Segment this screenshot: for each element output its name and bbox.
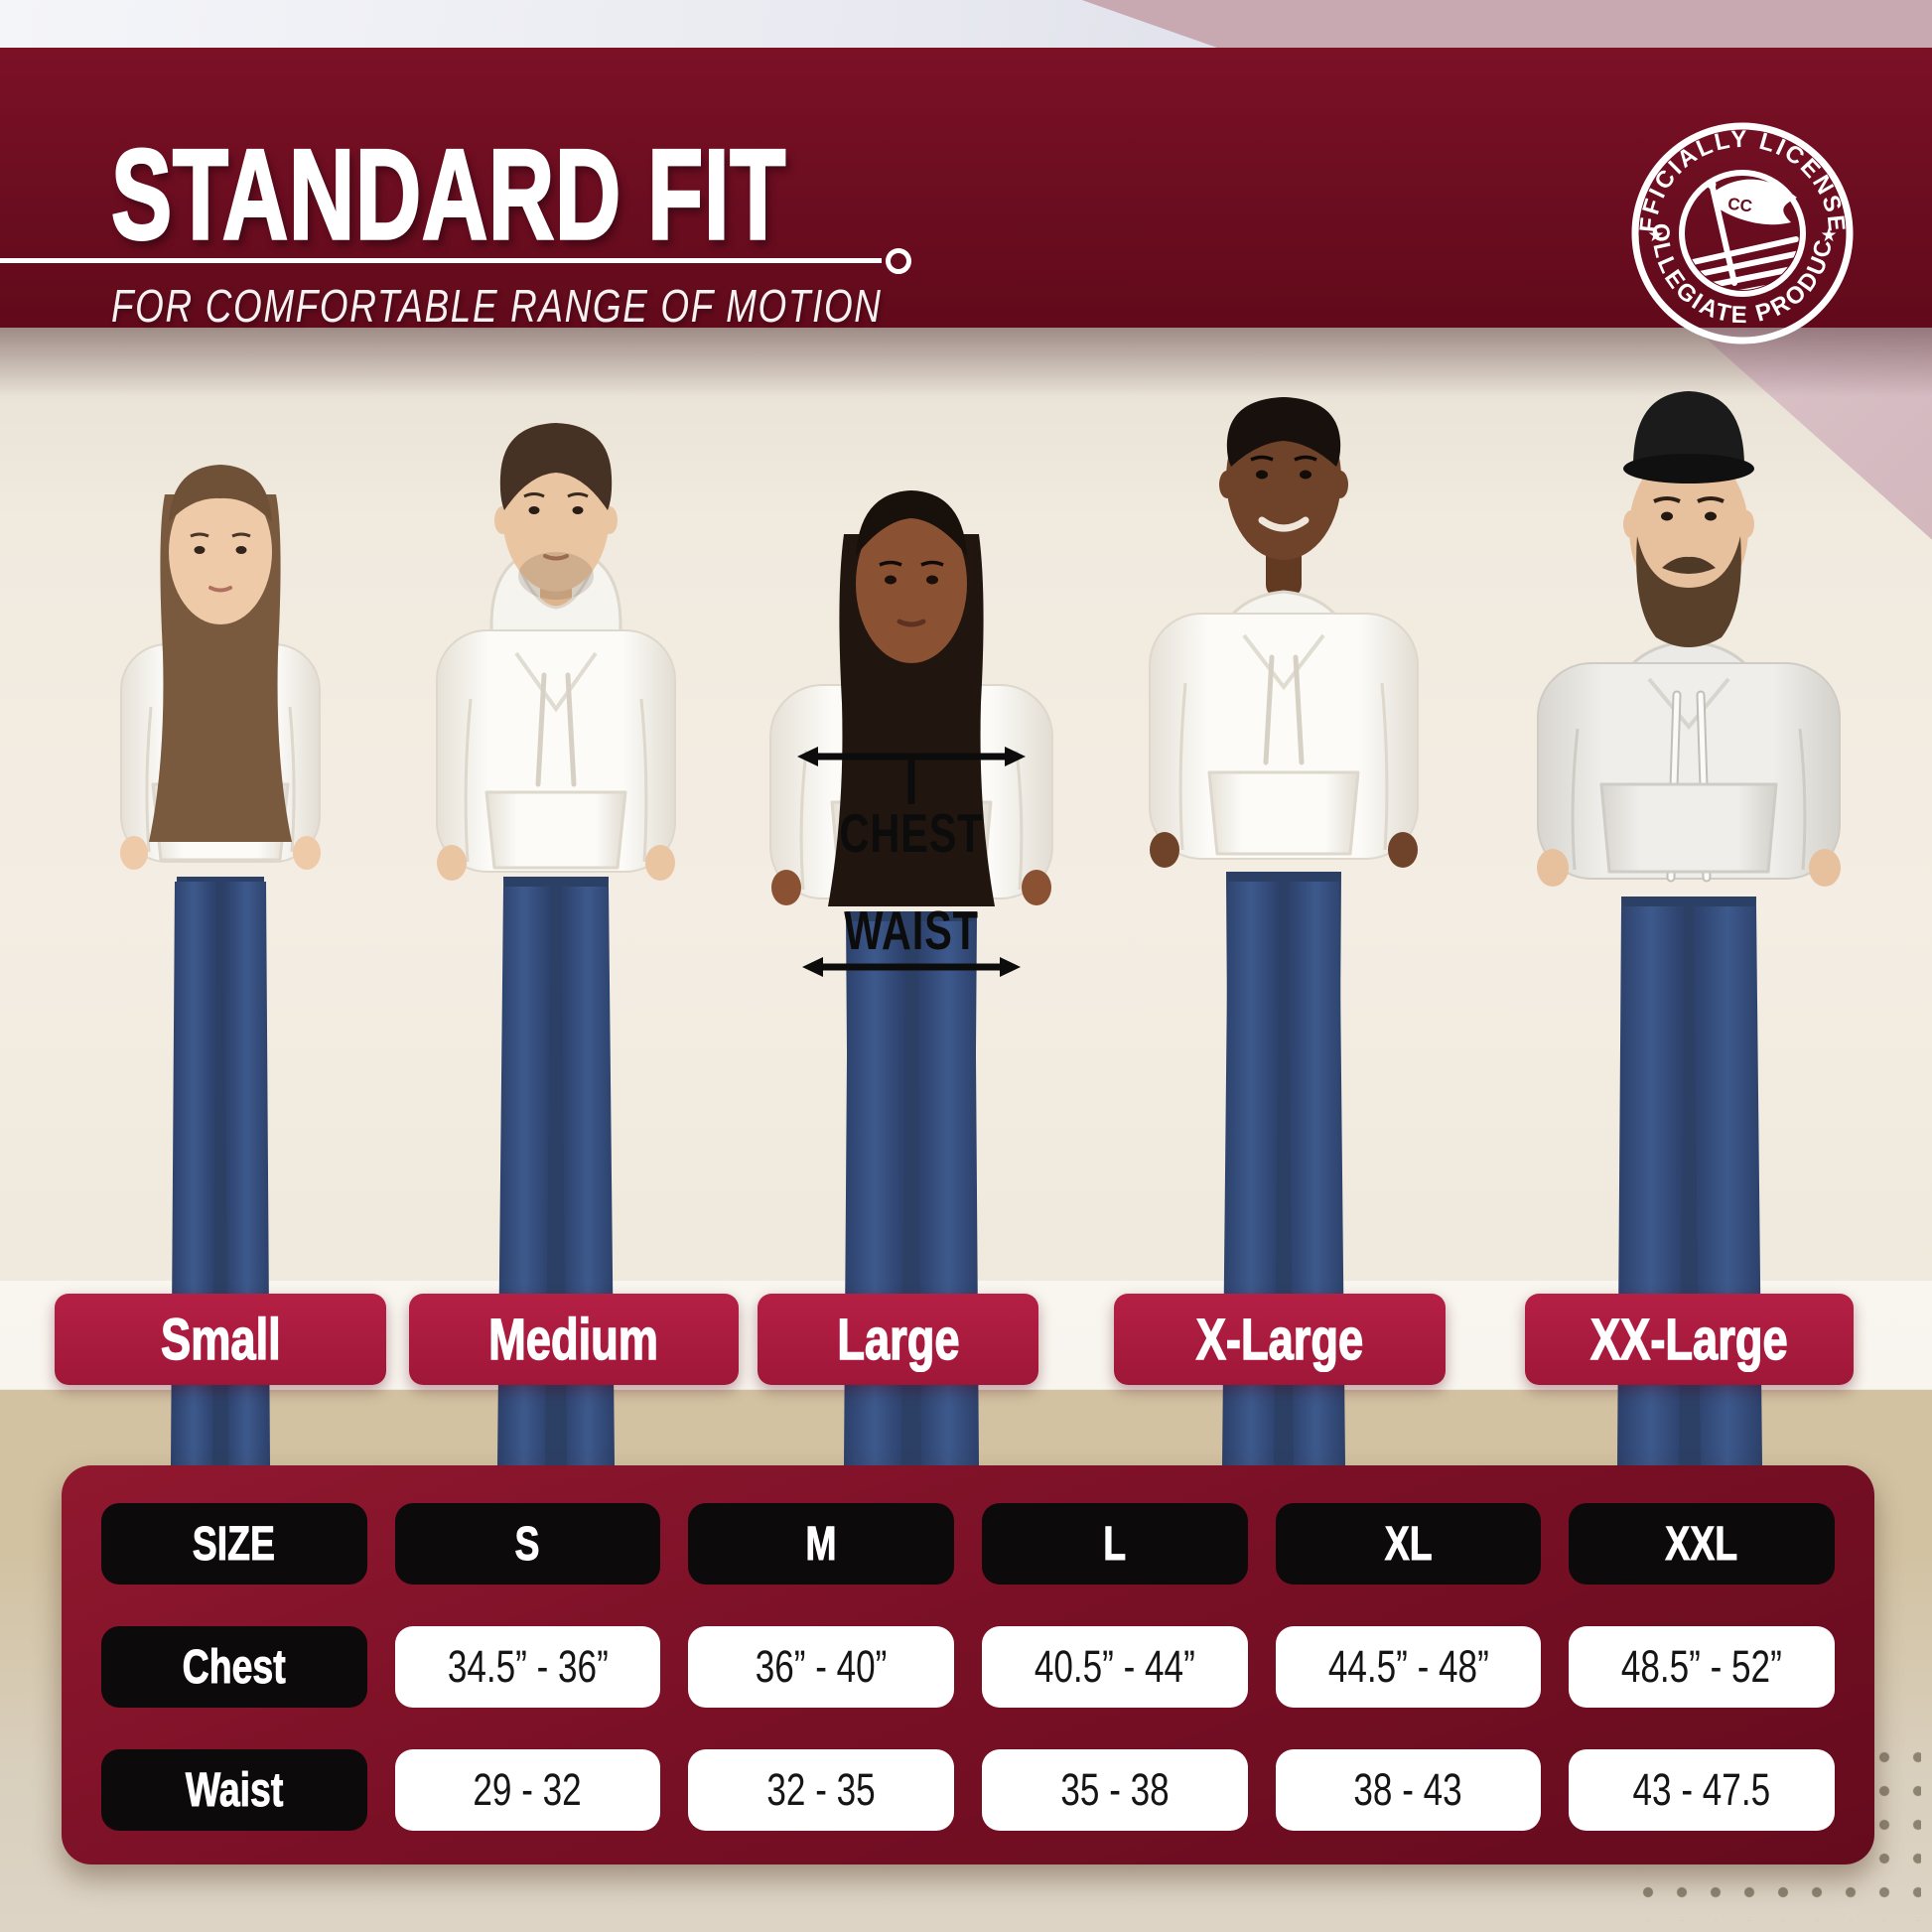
badge-star-left-icon: ★: [1647, 225, 1664, 246]
waist-arrow-right-icon: [1000, 957, 1021, 977]
chest-value-l: 40.5” - 44”: [981, 1626, 1248, 1708]
size-pill-medium-label: Medium: [488, 1307, 659, 1373]
badge-flag-initials: CC: [1726, 195, 1753, 216]
title-underline: [0, 258, 882, 263]
size-pill-large-label: Large: [836, 1307, 960, 1373]
chest-arrow-left-icon: [797, 747, 818, 766]
page-subtitle: FOR COMFORTABLE RANGE OF MOTION: [111, 280, 883, 333]
size-pill-xxlarge: XX-Large: [1525, 1294, 1854, 1385]
size-table: SIZE S M L XL XXL Chest 34.5” - 36” 36” …: [62, 1465, 1874, 1864]
page-title: STANDARD FIT: [110, 123, 787, 267]
header-drop-shadow: [0, 326, 1932, 397]
waist-value-xl: 38 - 43: [1275, 1749, 1542, 1831]
table-header-xl: XL: [1275, 1503, 1542, 1585]
chest-value-s: 34.5” - 36”: [394, 1626, 661, 1708]
waist-value-l: 35 - 38: [981, 1749, 1248, 1831]
size-pill-large: Large: [758, 1294, 1038, 1385]
badge-star-right-icon: ★: [1820, 225, 1837, 246]
waist-value-s: 29 - 32: [394, 1749, 661, 1831]
measurement-annotations: CHEST WAIST: [797, 747, 1026, 977]
waist-arrow-left-icon: [802, 957, 823, 977]
size-pill-xlarge: X-Large: [1114, 1294, 1446, 1385]
waist-label: WAIST: [844, 900, 979, 961]
table-header-size: SIZE: [101, 1503, 367, 1585]
chest-value-xxl: 48.5” - 52”: [1569, 1626, 1835, 1708]
chest-value-m: 36” - 40”: [688, 1626, 954, 1708]
table-header-m: M: [688, 1503, 954, 1585]
size-pill-small-label: Small: [160, 1307, 281, 1373]
waist-value-m: 32 - 35: [688, 1749, 954, 1831]
officially-licensed-badge: OFFICIALLY LICENSED COLLEGIATE PRODUCTS …: [1623, 114, 1854, 345]
title-underline-ring-icon: [886, 248, 911, 274]
size-pill-small: Small: [55, 1294, 386, 1385]
chest-arrow-right-icon: [1005, 747, 1026, 766]
table-row-waist-label: Waist: [101, 1749, 367, 1831]
chest-label: CHEST: [840, 803, 984, 864]
table-header-xxl: XXL: [1569, 1503, 1835, 1585]
size-table-grid: SIZE S M L XL XXL Chest 34.5” - 36” 36” …: [101, 1503, 1835, 1831]
size-pill-xxlarge-label: XX-Large: [1590, 1307, 1789, 1373]
table-header-s: S: [394, 1503, 661, 1585]
table-row-chest-label: Chest: [101, 1626, 367, 1708]
waist-value-xxl: 43 - 47.5: [1569, 1749, 1835, 1831]
badge-outer-ring: [1631, 122, 1854, 345]
size-pill-xlarge-label: X-Large: [1195, 1307, 1364, 1373]
table-header-l: L: [981, 1503, 1248, 1585]
badge-inner-ring: [1679, 170, 1806, 297]
baseball-cap: [1633, 391, 1744, 467]
header-band: STANDARD FIT FOR COMFORTABLE RANGE OF MO…: [0, 48, 1932, 345]
chest-value-xl: 44.5” - 48”: [1275, 1626, 1542, 1708]
size-pill-medium: Medium: [409, 1294, 739, 1385]
top-decor-mauve-diagonal: [1081, 0, 1932, 48]
